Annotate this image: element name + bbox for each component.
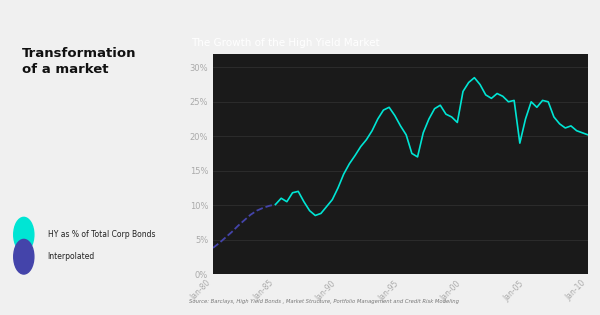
Circle shape (14, 217, 34, 252)
Text: Source: Barclays, High Yield Bonds , Market Structure, Portfolio Management and : Source: Barclays, High Yield Bonds , Mar… (189, 299, 459, 304)
Text: HY as % of Total Corp Bonds: HY as % of Total Corp Bonds (47, 230, 155, 239)
Circle shape (14, 239, 34, 274)
Text: The Growth of the High Yield Market: The Growth of the High Yield Market (191, 38, 379, 48)
Text: Transformation
of a market: Transformation of a market (22, 47, 136, 76)
Text: Interpolated: Interpolated (47, 252, 95, 261)
